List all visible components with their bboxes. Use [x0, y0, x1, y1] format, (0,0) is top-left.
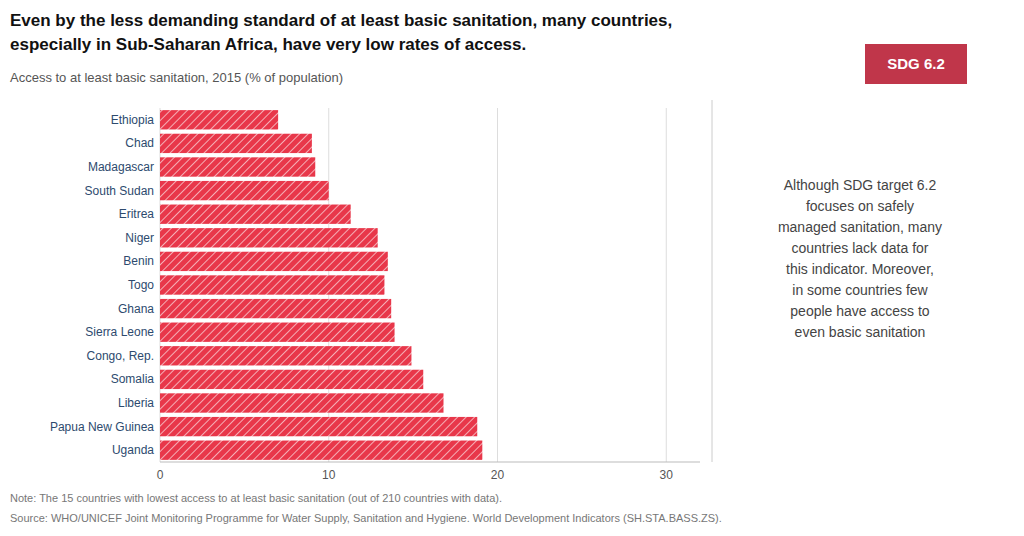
- category-label: Papua New Guinea: [50, 420, 154, 434]
- chart: Even by the less demanding standard of a…: [0, 0, 1024, 536]
- note: Note: The 15 countries with lowest acces…: [10, 492, 502, 504]
- bar: [160, 181, 329, 200]
- annotation-line: Although SDG target 6.2: [784, 177, 937, 193]
- bar: [160, 134, 312, 153]
- bar: [160, 252, 388, 271]
- bar: [160, 346, 411, 365]
- tick-label: 0: [157, 468, 164, 482]
- sdg-label: SDG 6.2: [887, 55, 945, 72]
- subtitle: Access to at least basic sanitation, 201…: [10, 70, 343, 85]
- tick-label: 30: [660, 468, 674, 482]
- category-label: Ethiopia: [111, 113, 155, 127]
- source: Source: WHO/UNICEF Joint Monitoring Prog…: [10, 512, 722, 524]
- category-label: Liberia: [118, 396, 154, 410]
- category-label: Somalia: [111, 372, 155, 386]
- bar: [160, 393, 444, 412]
- annotation-line: people have access to: [790, 303, 930, 319]
- grid-line: [666, 108, 667, 462]
- bar: [160, 299, 391, 318]
- divider: [712, 100, 713, 462]
- category-label: Eritrea: [119, 207, 155, 221]
- category-label: Chad: [125, 136, 154, 150]
- bar: [160, 323, 395, 342]
- tick-label: 20: [491, 468, 505, 482]
- title: especially in Sub-Saharan Africa, have v…: [10, 35, 526, 54]
- category-label: Togo: [128, 278, 154, 292]
- bar: [160, 441, 482, 460]
- bar: [160, 228, 378, 247]
- annotation-line: focuses on safely: [806, 198, 914, 214]
- bar: [160, 417, 477, 436]
- bar: [160, 370, 423, 389]
- bar: [160, 205, 351, 224]
- annotation: Although SDG target 6.2 focuses on safely…: [778, 177, 942, 340]
- title: Even by the less demanding standard of a…: [10, 11, 672, 30]
- grid-line: [497, 108, 498, 462]
- annotation-line: countries lack data for: [792, 240, 929, 256]
- category-label: Niger: [125, 231, 154, 245]
- bar: [160, 110, 278, 129]
- annotation-line: in some countries few: [792, 282, 928, 298]
- bar: [160, 157, 315, 176]
- category-label: South Sudan: [85, 184, 154, 198]
- category-label: Sierra Leone: [85, 325, 154, 339]
- category-label: Madagascar: [88, 160, 154, 174]
- x-axis-line: [160, 462, 700, 463]
- category-label: Uganda: [112, 443, 154, 457]
- sdg-box: [865, 44, 967, 84]
- category-label: Congo, Rep.: [87, 349, 154, 363]
- annotation-line: even basic sanitation: [795, 324, 926, 340]
- annotation-line: this indicator. Moreover,: [786, 261, 934, 277]
- annotation-line: managed sanitation, many: [778, 219, 942, 235]
- bar: [160, 275, 384, 294]
- tick-label: 10: [322, 468, 336, 482]
- category-label: Ghana: [118, 302, 154, 316]
- category-label: Benin: [123, 254, 154, 268]
